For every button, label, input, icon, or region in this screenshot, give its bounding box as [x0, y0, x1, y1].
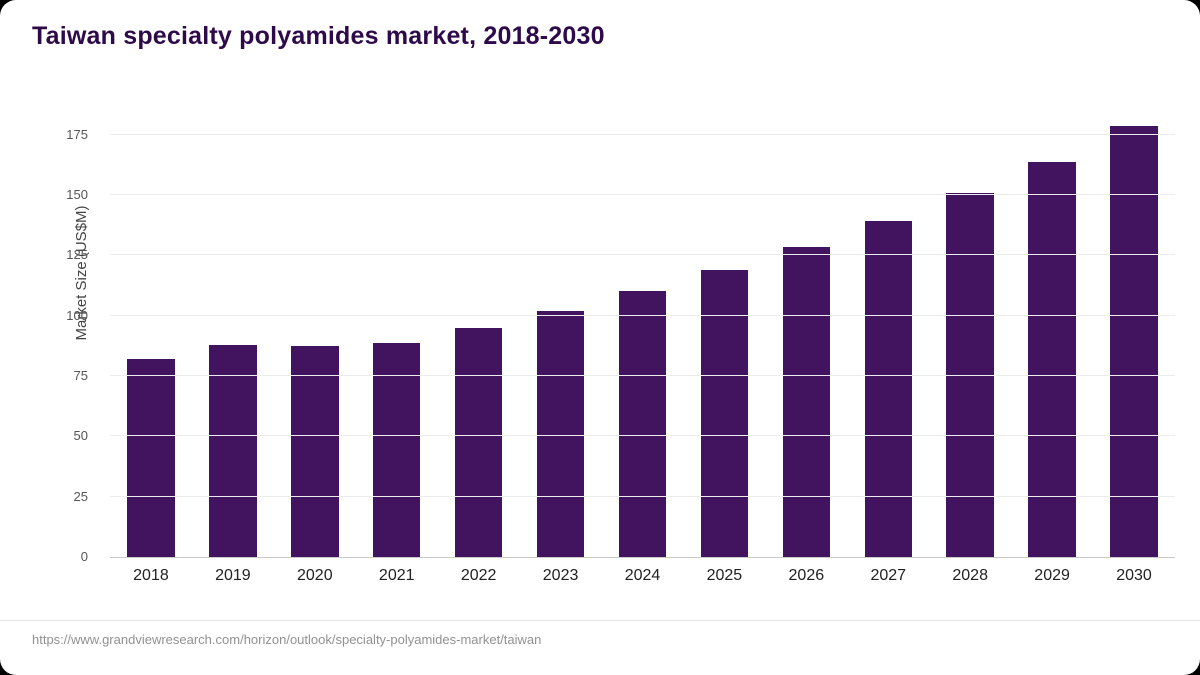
- x-axis-ticks: 2018 2019 2020 2021 2022 2023 2024 2025 2026 2027…: [110, 567, 1175, 585]
- x-tick-label: 2030: [1116, 567, 1152, 584]
- bar-slot: [765, 108, 847, 557]
- y-tick-label: 175: [66, 126, 88, 142]
- gridline: [110, 495, 1175, 497]
- gridline: [110, 193, 1175, 195]
- x-tick-label: 2025: [706, 567, 743, 584]
- gridline: [110, 133, 1175, 135]
- bar-slot: [602, 108, 684, 557]
- bar-2024: [618, 291, 667, 557]
- y-axis-ticks: 0 25 50 75 100 125 150 175: [0, 108, 100, 564]
- bar-2030: [1110, 126, 1158, 557]
- bar-slot: [1011, 108, 1093, 557]
- bar-slot: [520, 108, 602, 557]
- gridline: [110, 314, 1175, 316]
- bar-2027: [864, 221, 912, 557]
- x-tick-label: 2018: [133, 567, 169, 584]
- chart-title: Taiwan specialty polyamides market, 2018…: [32, 22, 605, 50]
- y-tick-label: 25: [73, 488, 88, 504]
- bar-slot: [356, 108, 438, 557]
- plot-area: [110, 108, 1175, 558]
- source-url: https://www.grandviewresearch.com/horizo…: [32, 632, 542, 647]
- bar-slot: [683, 108, 765, 557]
- bar-slot: [438, 108, 520, 557]
- y-tick-label: 100: [66, 307, 88, 323]
- bar-2029: [1028, 162, 1076, 557]
- bar-2022: [454, 327, 503, 557]
- x-tick-label: 2026: [788, 567, 825, 584]
- x-tick-label: 2029: [1034, 567, 1070, 584]
- bar-slot: [929, 108, 1011, 557]
- y-tick-label: 0: [80, 549, 88, 564]
- bar-slot: [847, 108, 929, 557]
- gridline: [110, 374, 1175, 376]
- x-tick-label: 2019: [215, 567, 251, 584]
- bar-slot: [110, 108, 192, 557]
- gridline: [110, 435, 1175, 437]
- x-tick-label: 2028: [952, 567, 988, 584]
- x-tick-label: 2023: [542, 567, 579, 584]
- y-tick-label: 150: [66, 186, 88, 202]
- bar-2026: [782, 246, 831, 557]
- bar-2020: [291, 345, 339, 557]
- x-tick-label: 2020: [297, 567, 333, 584]
- x-tick-label: 2021: [378, 567, 415, 584]
- y-tick-label: 75: [73, 367, 88, 383]
- footer-divider: [0, 620, 1200, 621]
- bar-slot: [192, 108, 274, 557]
- bar-2019: [209, 344, 257, 557]
- x-tick-label: 2024: [624, 567, 661, 584]
- bar-2025: [700, 269, 749, 557]
- bar-2021: [372, 343, 421, 557]
- gridline: [110, 254, 1175, 256]
- bar-slot: [1093, 108, 1175, 557]
- y-tick-label: 125: [66, 247, 88, 263]
- bar-slot: [274, 108, 356, 557]
- bars-container: [110, 108, 1175, 557]
- x-tick-label: 2027: [870, 567, 907, 584]
- bar-2018: [127, 359, 175, 557]
- bar-2023: [536, 310, 585, 557]
- y-tick-label: 50: [73, 428, 88, 444]
- x-tick-label: 2022: [460, 567, 497, 584]
